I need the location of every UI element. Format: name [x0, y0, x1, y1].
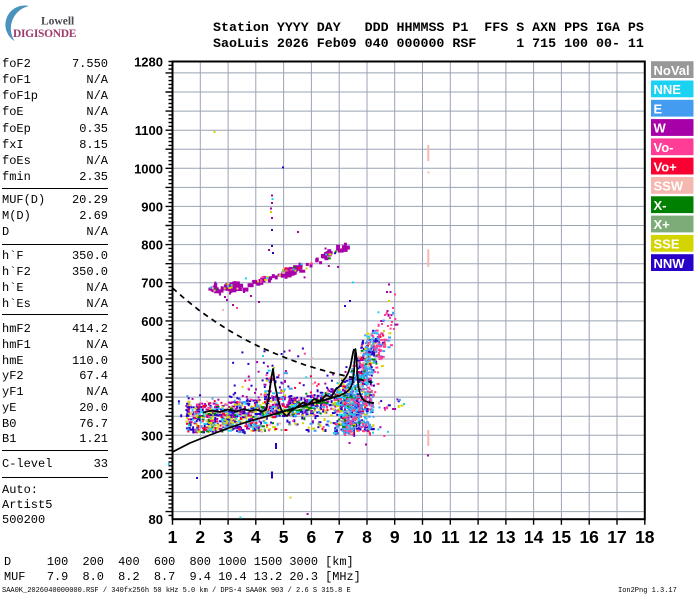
svg-text:11: 11 — [441, 527, 460, 547]
svg-text:E: E — [654, 101, 663, 116]
svg-text:3: 3 — [223, 527, 233, 547]
svg-text:SSW: SSW — [654, 179, 684, 194]
svg-text:Vo+: Vo+ — [654, 159, 678, 174]
svg-text:6: 6 — [307, 527, 317, 547]
svg-text:600: 600 — [141, 314, 163, 329]
svg-text:10: 10 — [413, 527, 433, 547]
svg-text:18: 18 — [635, 527, 655, 547]
svg-text:2: 2 — [195, 527, 205, 547]
svg-text:14: 14 — [524, 527, 544, 547]
svg-text:80: 80 — [149, 512, 163, 527]
svg-text:500: 500 — [141, 352, 163, 367]
svg-text:1100: 1100 — [135, 123, 163, 138]
svg-text:7: 7 — [334, 527, 344, 547]
svg-text:9: 9 — [390, 527, 400, 547]
svg-text:15: 15 — [552, 527, 572, 547]
svg-text:DIGISONDE: DIGISONDE — [13, 28, 77, 40]
svg-text:300: 300 — [141, 428, 163, 443]
svg-text:200: 200 — [141, 466, 163, 481]
svg-text:1280: 1280 — [134, 55, 163, 70]
svg-text:W: W — [654, 121, 667, 136]
svg-text:5: 5 — [279, 527, 289, 547]
svg-text:4: 4 — [251, 527, 261, 547]
svg-text:NoVal: NoVal — [654, 63, 690, 78]
svg-text:800: 800 — [141, 238, 163, 253]
svg-text:X-: X- — [654, 198, 667, 213]
svg-text:Vo-: Vo- — [654, 140, 674, 155]
svg-text:17: 17 — [607, 527, 626, 547]
svg-text:X+: X+ — [654, 217, 671, 232]
svg-text:1: 1 — [168, 527, 178, 547]
svg-text:400: 400 — [141, 390, 163, 405]
svg-text:NNE: NNE — [654, 82, 682, 97]
svg-text:Lowell: Lowell — [41, 16, 74, 28]
svg-text:13: 13 — [496, 527, 516, 547]
svg-text:NNW: NNW — [654, 256, 686, 271]
svg-text:16: 16 — [579, 527, 599, 547]
svg-text:1000: 1000 — [134, 161, 163, 176]
svg-text:SSE: SSE — [654, 237, 680, 252]
svg-text:8: 8 — [362, 527, 372, 547]
svg-text:12: 12 — [468, 527, 488, 547]
svg-text:700: 700 — [141, 276, 163, 291]
svg-text:900: 900 — [141, 199, 163, 214]
